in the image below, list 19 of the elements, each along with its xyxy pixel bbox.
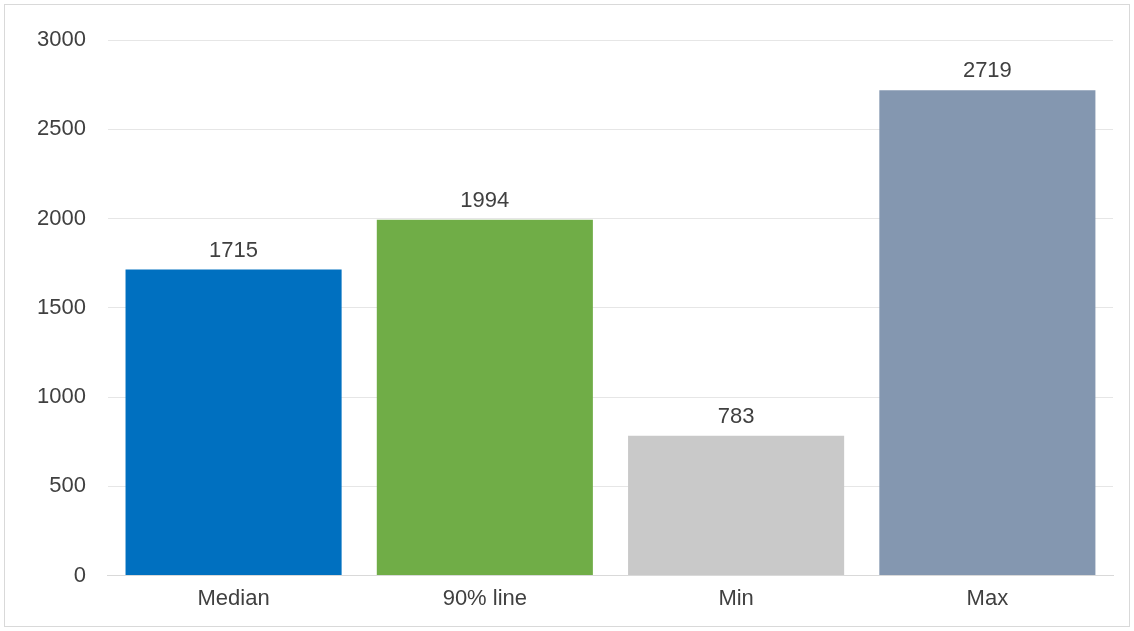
x-tick-label: Min bbox=[718, 584, 754, 610]
x-tick-label: Max bbox=[966, 584, 1009, 610]
x-tick-label: 90% line bbox=[442, 584, 528, 610]
data-label: 1715 bbox=[209, 236, 259, 262]
bar bbox=[628, 435, 845, 576]
y-tick-label: 2500 bbox=[36, 115, 86, 141]
y-tick-label: 0 bbox=[73, 561, 86, 587]
y-tick-label: 1000 bbox=[36, 383, 86, 409]
x-tick-label: Median bbox=[197, 584, 270, 610]
data-label: 783 bbox=[717, 402, 755, 428]
bar bbox=[125, 269, 342, 576]
y-tick-label: 3000 bbox=[36, 26, 86, 52]
data-label: 2719 bbox=[962, 57, 1012, 83]
y-tick-label: 1500 bbox=[36, 293, 86, 319]
data-label: 1994 bbox=[460, 186, 510, 212]
bar bbox=[879, 90, 1096, 576]
y-tick-label: 2000 bbox=[36, 204, 86, 230]
bar bbox=[376, 219, 593, 576]
y-tick-label: 500 bbox=[49, 472, 86, 498]
